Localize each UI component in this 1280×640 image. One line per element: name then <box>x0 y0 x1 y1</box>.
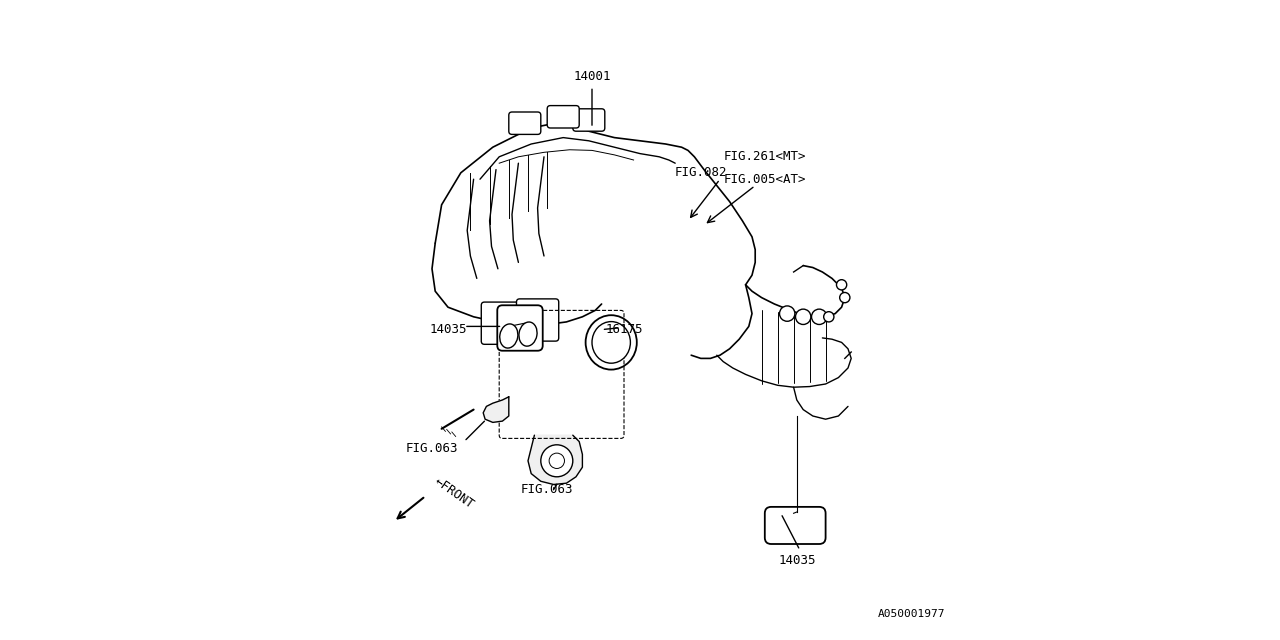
Circle shape <box>796 309 812 324</box>
FancyBboxPatch shape <box>573 109 604 131</box>
Text: 16175: 16175 <box>605 323 643 336</box>
Circle shape <box>540 445 573 477</box>
Circle shape <box>824 312 835 322</box>
Text: ←FRONT: ←FRONT <box>433 475 476 511</box>
Polygon shape <box>529 435 582 484</box>
FancyBboxPatch shape <box>765 507 826 544</box>
Ellipse shape <box>499 324 518 348</box>
Text: 14035: 14035 <box>778 554 815 566</box>
Circle shape <box>780 306 795 321</box>
Text: FIG.063: FIG.063 <box>406 442 458 454</box>
Text: 14035: 14035 <box>429 323 467 336</box>
FancyBboxPatch shape <box>497 305 543 351</box>
Circle shape <box>840 292 850 303</box>
Text: A050001977: A050001977 <box>878 609 946 620</box>
Text: FIG.261<MT>: FIG.261<MT> <box>723 150 806 163</box>
Text: FIG.082: FIG.082 <box>675 166 727 179</box>
Text: FIG.005<AT>: FIG.005<AT> <box>723 173 806 186</box>
FancyBboxPatch shape <box>517 299 559 341</box>
FancyBboxPatch shape <box>548 106 580 128</box>
FancyBboxPatch shape <box>481 302 524 344</box>
Polygon shape <box>484 397 508 422</box>
Circle shape <box>837 280 847 290</box>
Text: 14001: 14001 <box>573 70 611 83</box>
Text: FIG.063: FIG.063 <box>521 483 573 496</box>
Circle shape <box>812 309 827 324</box>
Circle shape <box>549 453 564 468</box>
Ellipse shape <box>586 316 637 370</box>
Ellipse shape <box>591 321 631 364</box>
Ellipse shape <box>518 322 538 346</box>
FancyBboxPatch shape <box>508 112 540 134</box>
